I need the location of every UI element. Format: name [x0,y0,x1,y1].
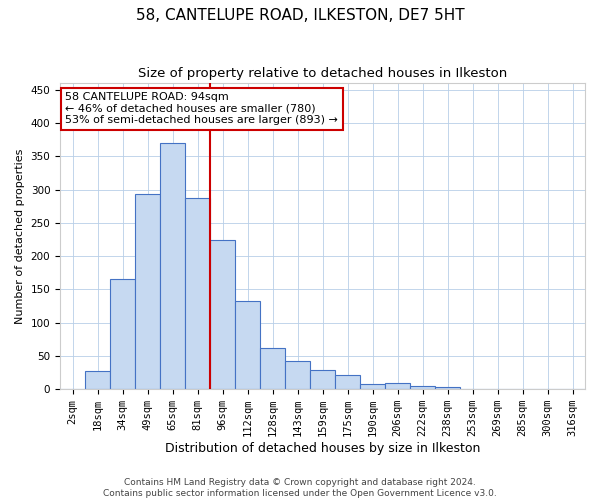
Bar [410,386,435,389]
Bar [310,370,335,389]
Bar [335,374,360,389]
Bar [285,362,310,389]
X-axis label: Distribution of detached houses by size in Ilkeston: Distribution of detached houses by size … [165,442,480,455]
Bar [360,384,385,389]
Bar [160,143,185,389]
Bar [435,387,460,389]
Bar [60,388,85,389]
Title: Size of property relative to detached houses in Ilkeston: Size of property relative to detached ho… [138,68,507,80]
Bar [235,300,260,389]
Y-axis label: Number of detached properties: Number of detached properties [15,148,25,324]
Text: 58 CANTELUPE ROAD: 94sqm
← 46% of detached houses are smaller (780)
53% of semi-: 58 CANTELUPE ROAD: 94sqm ← 46% of detach… [65,92,338,126]
Text: Contains HM Land Registry data © Crown copyright and database right 2024.
Contai: Contains HM Land Registry data © Crown c… [103,478,497,498]
Bar [85,370,110,389]
Bar [260,348,285,389]
Text: 58, CANTELUPE ROAD, ILKESTON, DE7 5HT: 58, CANTELUPE ROAD, ILKESTON, DE7 5HT [136,8,464,22]
Bar [385,382,410,389]
Bar [185,198,210,389]
Bar [110,280,135,389]
Bar [210,240,235,389]
Bar [460,388,485,389]
Bar [135,194,160,389]
